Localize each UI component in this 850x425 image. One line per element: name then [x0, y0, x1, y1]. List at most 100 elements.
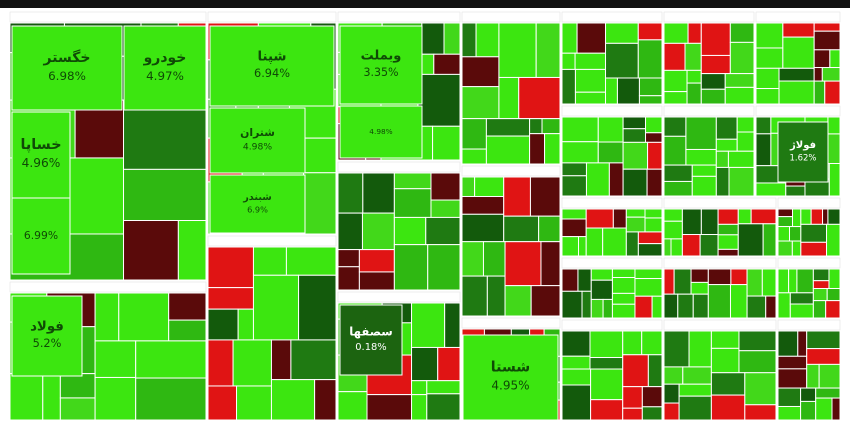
- filler-tile: [421, 22, 445, 55]
- filler-tile: [738, 350, 777, 374]
- filler-tile: [638, 95, 663, 105]
- tile: [209, 107, 306, 174]
- filler-tile: [611, 303, 636, 319]
- filler-tile: [778, 67, 815, 82]
- filler-tile: [634, 278, 663, 297]
- filler-tile: [118, 292, 170, 342]
- sector-header: [777, 319, 841, 331]
- sector-header: [461, 11, 561, 23]
- filler-tile: [727, 150, 755, 168]
- filler-tile: [762, 223, 777, 257]
- filler-tile: [646, 168, 663, 197]
- filler-tile: [561, 175, 587, 197]
- filler-tile: [812, 268, 830, 282]
- filler-tile: [687, 22, 702, 44]
- filler-tile: [717, 248, 739, 257]
- filler-tile: [821, 67, 841, 82]
- filler-tile: [461, 176, 476, 198]
- filler-tile: [561, 218, 587, 238]
- filler-tile: [827, 208, 841, 225]
- filler-tile: [485, 135, 531, 165]
- filler-tile: [252, 246, 287, 276]
- filler-tile: [443, 22, 461, 55]
- filler-tile: [585, 227, 604, 257]
- filler-tile: [681, 208, 702, 236]
- sector-header: [461, 165, 561, 177]
- filler-tile: [777, 387, 802, 407]
- filler-tile: [777, 240, 793, 257]
- filler-tile: [663, 366, 684, 385]
- filler-tile: [474, 176, 505, 198]
- filler-tile: [426, 393, 461, 421]
- sector-header: [777, 197, 841, 209]
- filler-tile: [813, 30, 841, 51]
- filler-tile: [622, 116, 647, 130]
- filler-tile: [637, 231, 663, 245]
- filler-tile: [818, 363, 841, 389]
- filler-tile: [207, 385, 238, 421]
- filler-tile: [590, 268, 613, 281]
- filler-tile: [561, 22, 578, 54]
- tile: [339, 25, 423, 105]
- filler-tile: [810, 208, 824, 225]
- filler-tile: [777, 292, 791, 319]
- tile-label: خگستر: [43, 49, 91, 66]
- sector-header: [755, 11, 841, 23]
- filler-tile: [608, 162, 624, 197]
- filler-tile: [298, 274, 337, 341]
- filler-tile: [393, 188, 432, 218]
- filler-tile: [207, 339, 234, 387]
- filler-tile: [561, 330, 591, 357]
- sector-header: [755, 105, 841, 117]
- filler-tile: [94, 340, 137, 378]
- filler-tile: [638, 77, 663, 97]
- filler-tile: [700, 22, 731, 56]
- filler-tile: [577, 236, 587, 257]
- tile-label: سصفها: [349, 324, 392, 339]
- filler-tile: [690, 268, 709, 283]
- sector-header: [337, 291, 461, 303]
- filler-tile: [597, 116, 624, 143]
- filler-tile: [432, 125, 461, 161]
- filler-tile: [421, 53, 435, 75]
- filler-tile: [700, 73, 726, 90]
- filler-tile: [625, 216, 646, 233]
- filler-tile: [663, 383, 680, 404]
- filler-tile: [815, 387, 841, 399]
- filler-tile: [651, 295, 663, 319]
- filler-tile: [518, 76, 561, 120]
- filler-tile: [815, 397, 833, 421]
- filler-tile: [826, 223, 841, 257]
- filler-tile: [634, 295, 653, 319]
- filler-tile: [777, 216, 794, 228]
- filler-tile: [585, 162, 610, 197]
- filler-tile: [461, 275, 488, 317]
- filler-tile: [700, 208, 719, 236]
- filler-tile: [135, 340, 207, 379]
- filler-tile: [544, 133, 561, 165]
- filler-tile: [503, 215, 540, 243]
- filler-tile: [123, 168, 207, 222]
- filler-tile: [303, 172, 337, 235]
- filler-tile: [393, 216, 427, 246]
- filler-tile: [806, 348, 841, 365]
- filler-tile: [426, 380, 461, 395]
- filler-tile: [737, 208, 752, 225]
- filler-tile: [411, 302, 446, 348]
- filler-tile: [641, 406, 663, 421]
- filler-tile: [168, 319, 207, 342]
- filler-tile: [504, 241, 542, 287]
- sector-header: [9, 11, 207, 23]
- filler-tile: [729, 22, 755, 43]
- filler-tile: [540, 241, 561, 287]
- top-bar: [0, 0, 850, 8]
- tile: [209, 174, 306, 234]
- filler-tile: [728, 166, 755, 197]
- sector-header: [207, 235, 337, 247]
- filler-tile: [427, 244, 461, 291]
- filler-tile: [663, 180, 693, 197]
- filler-tile: [755, 22, 784, 49]
- tile-value: 6.99%: [24, 229, 58, 242]
- filler-tile: [605, 77, 618, 105]
- filler-tile: [94, 292, 120, 342]
